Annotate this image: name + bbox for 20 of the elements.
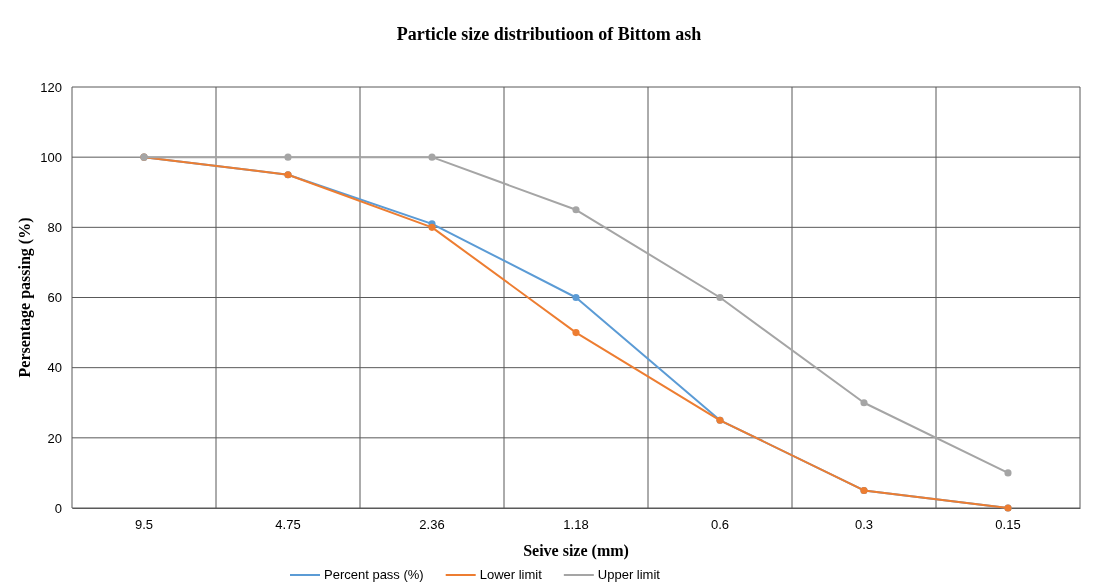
legend-label: Percent pass (%) <box>324 567 424 582</box>
y-tick-label: 120 <box>40 79 62 95</box>
y-tick-label: 0 <box>54 500 62 516</box>
chart-title: Particle size distributioon of Bittom ash <box>396 24 702 44</box>
x-tick-label: 2.36 <box>419 517 445 533</box>
y-tick-label: 100 <box>40 149 62 165</box>
x-tick-label: 9.5 <box>134 517 154 533</box>
y-tick-label: 40 <box>47 360 62 376</box>
x-tick-label: 0.6 <box>710 517 730 533</box>
x-axis-title: Seive size (mm) <box>523 542 629 560</box>
x-tick-label: 0.15 <box>995 517 1021 533</box>
y-tick-label: 60 <box>47 290 62 306</box>
x-tick-label: 0.3 <box>854 517 874 533</box>
legend-label: Upper limit <box>597 567 661 582</box>
legend-label: Lower limit <box>479 567 543 582</box>
y-axis-title: Persentage passing (%) <box>16 217 34 378</box>
x-tick-label: 1.18 <box>563 517 589 533</box>
y-tick-label: 80 <box>47 219 62 235</box>
y-tick-label: 20 <box>47 430 62 446</box>
x-tick-label: 4.75 <box>275 517 301 533</box>
